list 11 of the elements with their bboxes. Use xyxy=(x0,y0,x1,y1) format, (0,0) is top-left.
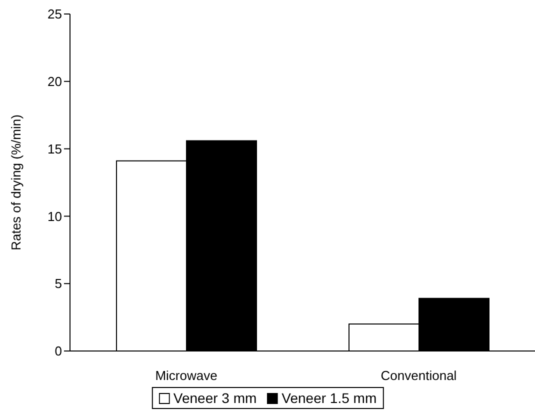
x-tick-label: Conventional xyxy=(380,368,457,384)
y-axis-title: Rates of drying (%/min) xyxy=(8,114,24,250)
legend-label: Veneer 1.5 mm xyxy=(280,390,377,406)
y-tick-label: 10 xyxy=(48,208,62,224)
y-tick-label: 5 xyxy=(54,276,62,292)
y-tick-label: 20 xyxy=(48,74,62,90)
y-tick-label: 0 xyxy=(54,344,62,359)
y-tick-label: 15 xyxy=(48,141,62,156)
y-tick-label: 25 xyxy=(48,6,62,22)
legend-label: Veneer 3 mm xyxy=(172,390,257,406)
x-tick-label: Microwave xyxy=(155,368,218,384)
